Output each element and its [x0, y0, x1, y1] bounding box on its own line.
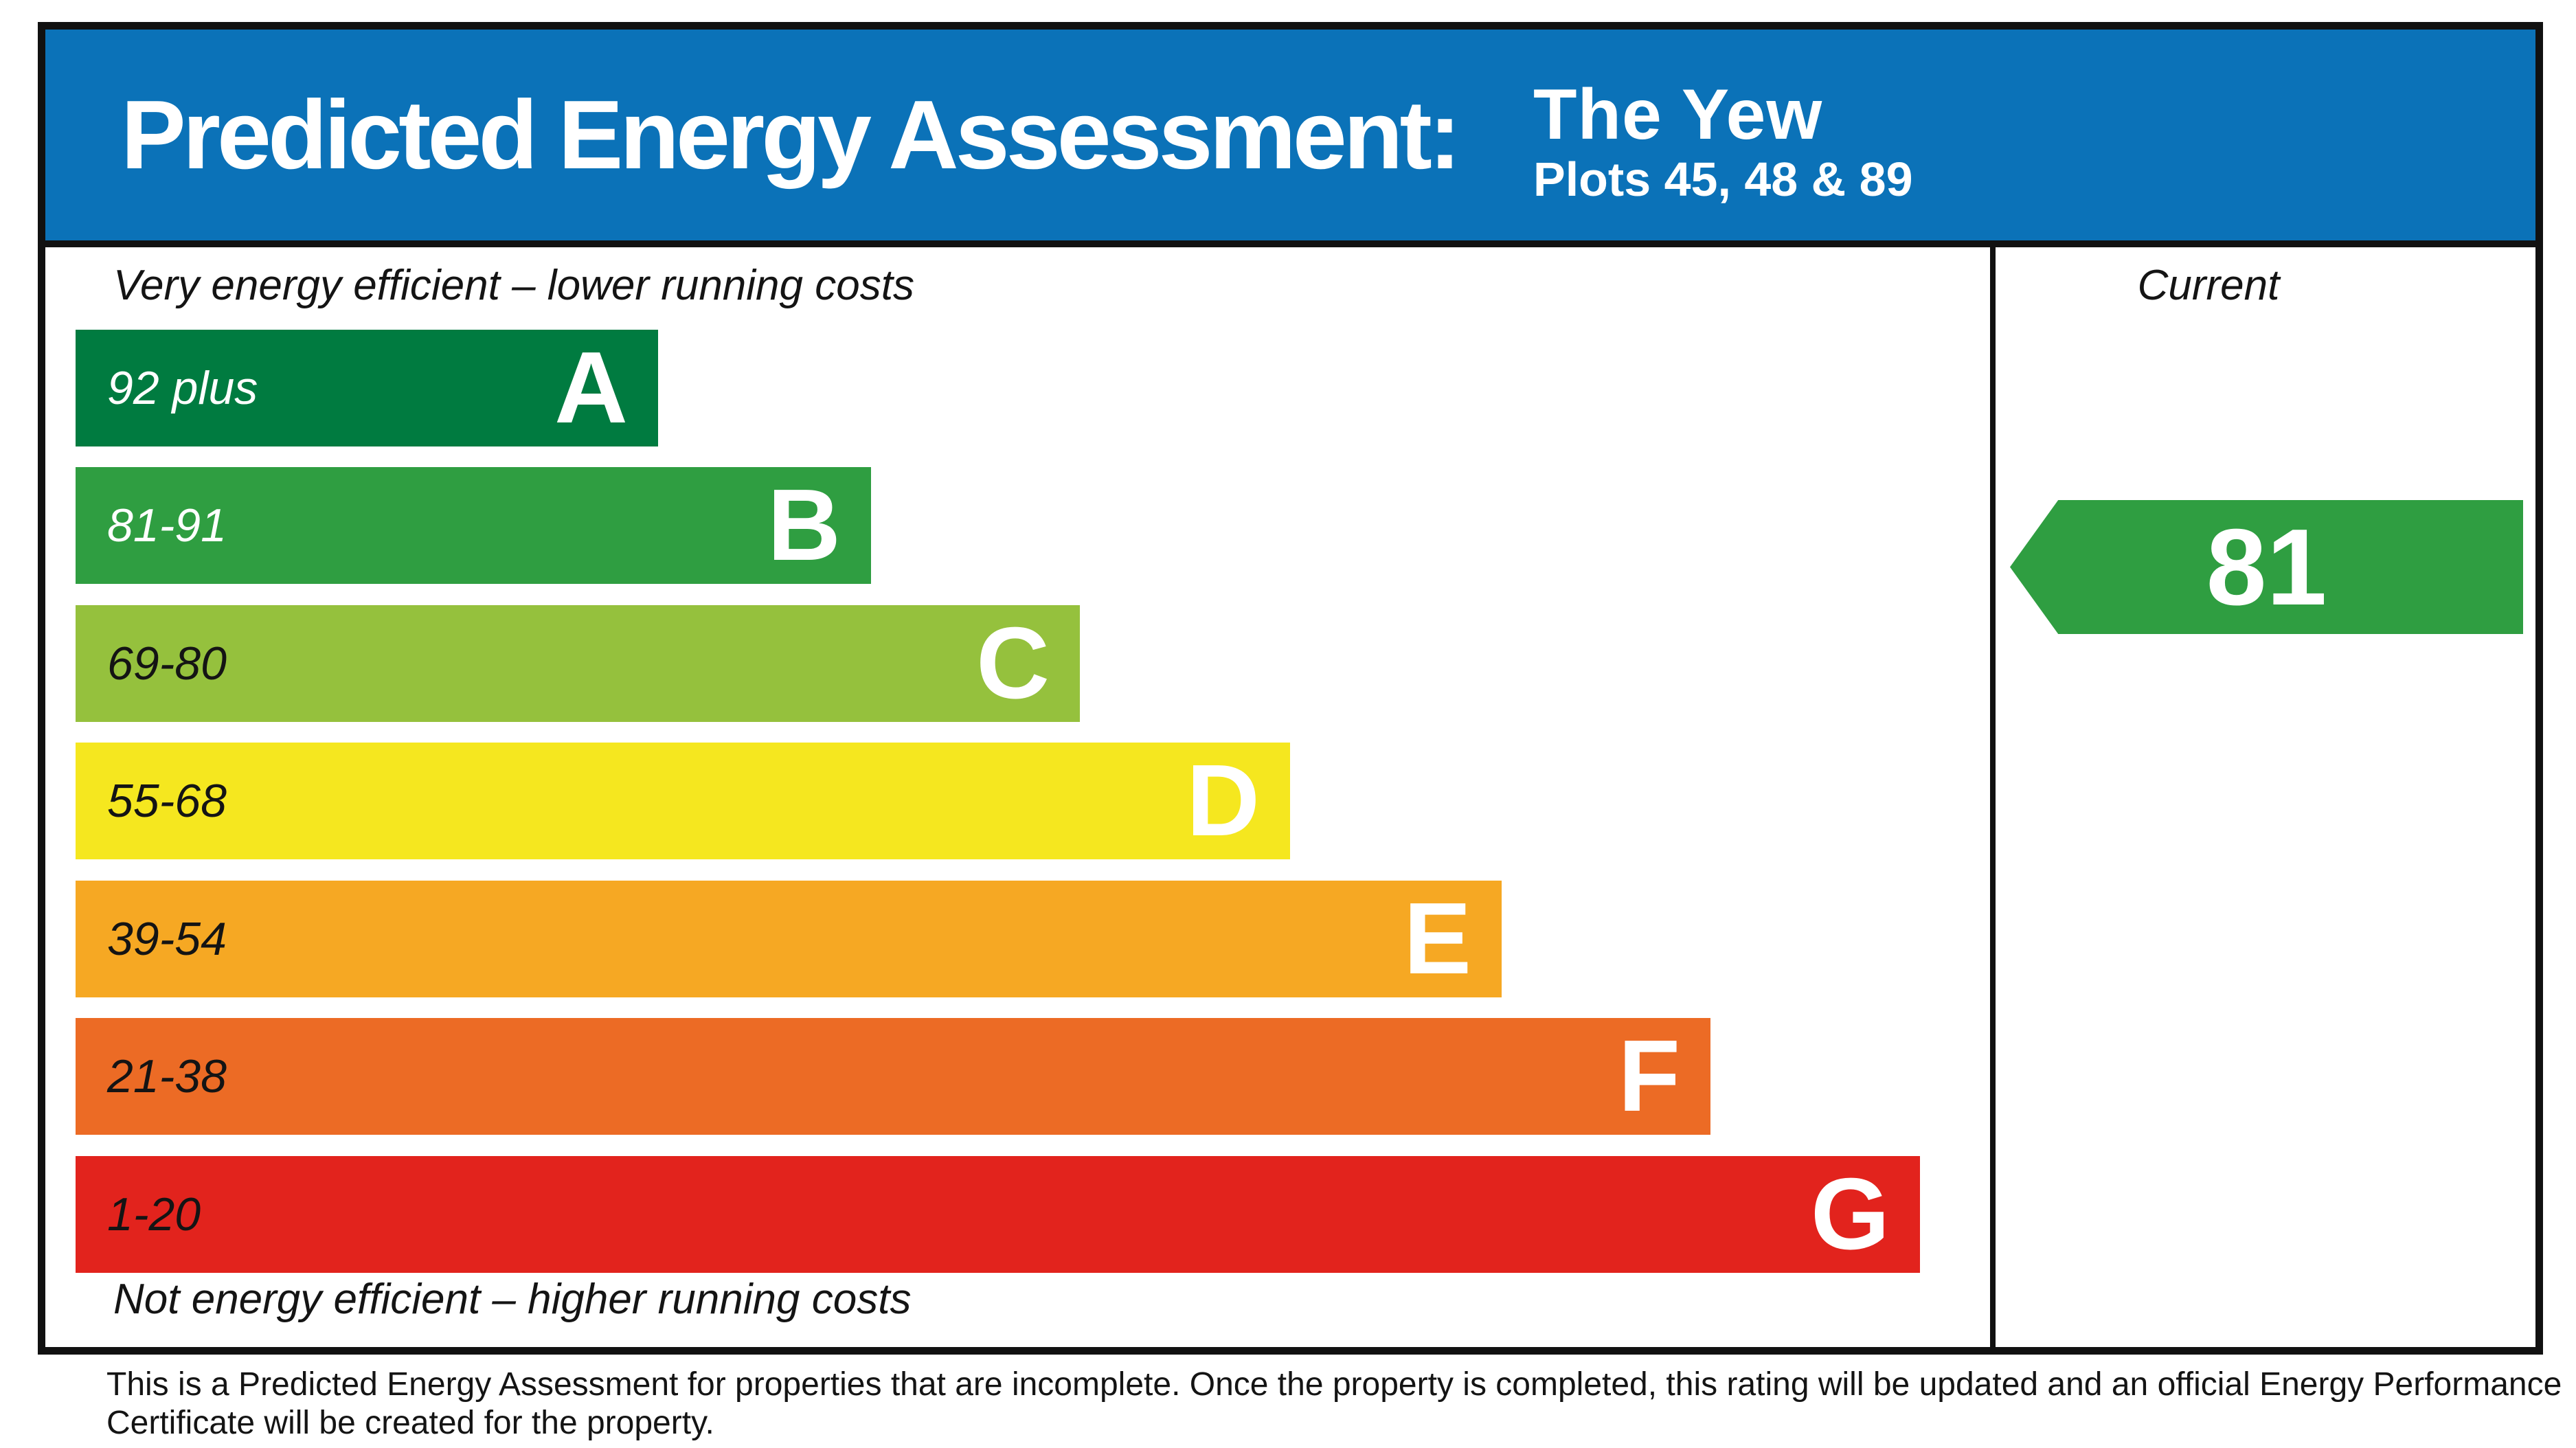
top-caption: Very energy efficient – lower running co…: [113, 262, 914, 309]
bottom-caption: Not energy efficient – higher running co…: [113, 1276, 912, 1323]
disclaimer-line-1: This is a Predicted Energy Assessment fo…: [106, 1366, 2562, 1403]
disclaimer-line-2: Certificate will be created for the prop…: [106, 1405, 714, 1441]
band-row-c: 69-80 C: [76, 605, 1080, 722]
current-column-heading: Current: [2137, 262, 2280, 309]
header-banner: Predicted Energy Assessment: The Yew Plo…: [45, 30, 2535, 247]
certificate-frame: Predicted Energy Assessment: The Yew Plo…: [38, 22, 2543, 1355]
property-info: The Yew Plots 45, 48 & 89: [1533, 75, 1913, 207]
band-letter: E: [1403, 882, 1471, 995]
band-range-label: 1-20: [107, 1188, 201, 1241]
rating-scale-panel: Very energy efficient – lower running co…: [45, 247, 1990, 1347]
current-rating-panel: Current 81: [1996, 247, 2535, 1347]
panel-divider: [1990, 247, 1996, 1347]
current-rating-arrow: 81: [2010, 500, 2523, 634]
band-row-a: 92 plus A: [76, 330, 658, 446]
band-range-label: 69-80: [107, 637, 227, 690]
band-letter: C: [976, 607, 1050, 720]
band-range-label: 81-91: [107, 499, 227, 552]
band-row-d: 55-68 D: [76, 743, 1290, 859]
band-letter: A: [554, 331, 628, 444]
band-row-g: 1-20 G: [76, 1156, 1920, 1273]
band-range-label: 55-68: [107, 775, 227, 827]
property-name: The Yew: [1533, 75, 1823, 155]
band-range-label: 39-54: [107, 913, 227, 965]
rating-body: Very energy efficient – lower running co…: [45, 247, 2535, 1347]
band-row-e: 39-54 E: [76, 881, 1502, 997]
band-letter: F: [1618, 1019, 1680, 1133]
band-letter: G: [1810, 1157, 1890, 1271]
current-rating-value: 81: [2206, 506, 2327, 628]
band-letter: D: [1186, 744, 1260, 857]
disclaimer-text: This is a Predicted Energy Assessment fo…: [106, 1366, 2562, 1443]
page-title: Predicted Energy Assessment:: [121, 80, 1461, 190]
band-row-b: 81-91 B: [76, 467, 871, 584]
band-letter: B: [767, 468, 841, 582]
band-range-label: 21-38: [107, 1050, 227, 1102]
band-row-f: 21-38 F: [76, 1018, 1710, 1135]
band-range-label: 92 plus: [107, 362, 258, 414]
plots-label: Plots 45, 48 & 89: [1533, 152, 1913, 207]
